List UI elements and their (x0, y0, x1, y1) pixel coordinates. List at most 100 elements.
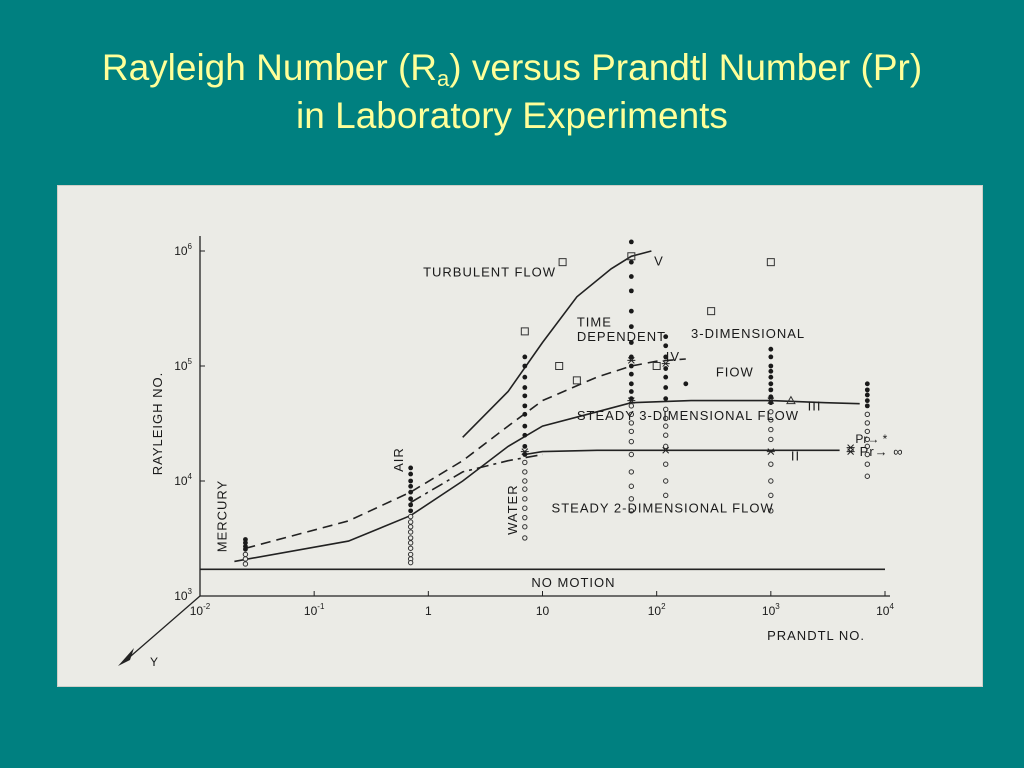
open-point-54 (864, 461, 871, 467)
open-point-30 (628, 496, 635, 502)
open-point-32 (663, 406, 669, 413)
star-point-6 (766, 448, 775, 455)
open-point-51 (864, 436, 871, 443)
open-point-31 (628, 508, 635, 514)
open-point-36 (663, 443, 669, 450)
open-point-22 (628, 403, 635, 409)
open-point-41 (768, 417, 774, 423)
open-point-43 (768, 436, 774, 443)
square-point-7 (766, 258, 775, 267)
curve-label-4: Pr→ ∞ (860, 444, 904, 459)
open-point-24 (628, 420, 635, 426)
square-point-3 (555, 362, 564, 370)
filled-point-39 (663, 366, 669, 371)
open-point-34 (663, 423, 669, 429)
filled-point-11 (408, 508, 414, 514)
filled-point-1 (243, 540, 248, 546)
open-point-38 (663, 478, 669, 484)
open-point-40 (768, 409, 774, 415)
filled-point-33 (628, 381, 634, 387)
filled-point-10 (408, 502, 414, 508)
x-tick-label-3: 10 (536, 604, 550, 618)
y-axis-title: RAYLEIGH NO. (150, 372, 165, 476)
y-tick-label-3: 106 (174, 242, 192, 258)
title-text-post: ) versus Prandtl Number (Pr) (449, 47, 923, 88)
filled-point-49 (768, 381, 774, 387)
filled-point-37 (663, 343, 669, 349)
filled-point-34 (628, 389, 634, 394)
slide-title: Rayleigh Number (Ra) versus Prandtl Numb… (0, 44, 1024, 140)
open-point-46 (768, 492, 774, 499)
open-point-42 (768, 426, 774, 433)
square-point-0 (558, 258, 567, 267)
filled-point-16 (522, 393, 528, 399)
x-tick-label-6: 104 (876, 602, 894, 618)
curve-1 (524, 449, 840, 456)
filled-point-54 (864, 387, 870, 393)
curve-2 (234, 399, 860, 563)
diagonal-axis-line (123, 595, 201, 663)
filled-point-12 (522, 354, 528, 360)
regime-label-6: STEADY 2-DIMENSIONAL FLOW (552, 501, 774, 516)
x-tick-label-5: 103 (762, 602, 780, 618)
filled-point-15 (522, 385, 528, 390)
filled-point-24 (628, 259, 634, 265)
filled-point-13 (522, 363, 528, 369)
open-point-55 (864, 473, 871, 479)
figure-panel: Y 10-2 10-1 1 10 102 103 104 103 104 105 106 PRANDTL… (58, 186, 982, 686)
filled-point-23 (628, 239, 634, 245)
x-tick-label-2: 1 (425, 604, 432, 618)
square-point-4 (572, 376, 581, 385)
filled-point-14 (522, 374, 528, 380)
diagonal-axis-label: Y (150, 655, 158, 669)
filled-point-21 (522, 443, 528, 449)
square-point-5 (652, 362, 661, 370)
curve-label-1: IV (666, 349, 680, 364)
filled-point-7 (408, 483, 414, 489)
open-point-45 (768, 478, 774, 484)
filled-point-57 (864, 403, 870, 409)
filled-point-45 (768, 354, 774, 360)
filled-point-31 (628, 363, 634, 369)
star-point-7 (846, 448, 855, 455)
x-tick-label-4: 102 (648, 602, 666, 618)
open-point-19 (522, 514, 528, 521)
open-point-18 (522, 505, 528, 511)
open-point-3 (407, 513, 414, 520)
open-point-27 (628, 451, 635, 458)
open-point-52 (864, 443, 871, 450)
star-point-8 (846, 444, 855, 451)
filled-point-3 (243, 546, 248, 552)
filled-point-28 (628, 324, 634, 330)
open-point-13 (522, 459, 528, 466)
open-point-50 (864, 428, 871, 435)
filled-point-9 (408, 496, 414, 502)
filled-point-32 (628, 371, 634, 377)
open-point-26 (628, 438, 635, 445)
curve-3 (245, 358, 686, 550)
open-point-25 (628, 428, 635, 435)
curve-label-3: II (791, 449, 800, 464)
y-tick-label-2: 105 (174, 357, 192, 373)
filled-point-25 (628, 274, 634, 279)
filled-point-38 (663, 354, 669, 360)
square-point-6 (707, 307, 716, 316)
open-point-8 (407, 540, 414, 546)
open-point-15 (522, 478, 528, 484)
regime-label-7: NO MOTION (531, 575, 615, 590)
open-point-16 (522, 486, 528, 492)
curve-label-0: V (654, 253, 664, 268)
pr-infinity-marker: Pr→ * (855, 432, 887, 446)
filled-point-4 (408, 465, 414, 471)
open-point-44 (768, 461, 774, 467)
filled-point-6 (408, 478, 414, 484)
filled-point-44 (768, 346, 774, 352)
filled-point-40 (663, 374, 669, 380)
filled-point-30 (628, 354, 634, 360)
filled-point-43 (683, 381, 689, 387)
diagonal-axis-arrow (118, 648, 134, 666)
square-point-2 (520, 327, 529, 336)
filled-point-48 (768, 374, 774, 380)
open-point-2 (242, 561, 249, 567)
open-point-29 (628, 483, 635, 489)
